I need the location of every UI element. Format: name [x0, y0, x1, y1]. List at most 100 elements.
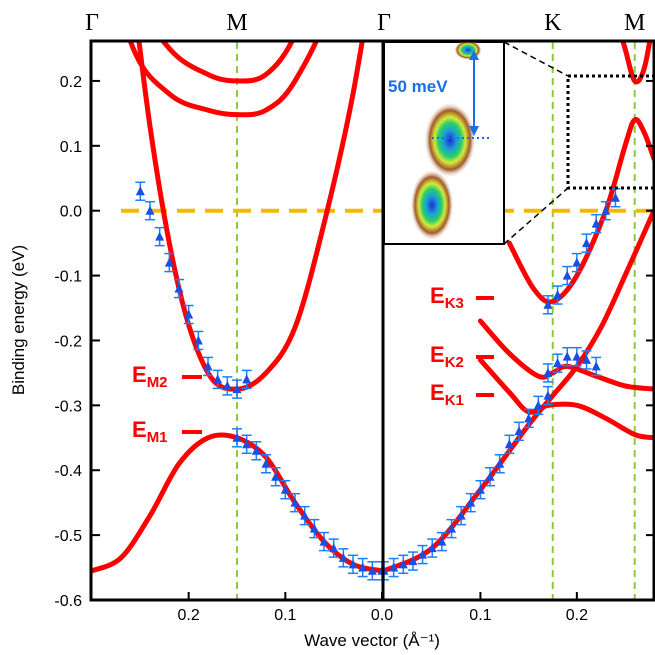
data-point: [456, 510, 466, 520]
data-point: [485, 471, 495, 481]
data-point: [329, 543, 339, 553]
data-point: [251, 445, 261, 455]
x-axis-ticks: 0.2 0.1 0.0 0.1 0.2: [178, 592, 588, 624]
band-curve-2: [160, 42, 295, 84]
band-curve-5: [477, 318, 654, 392]
data-point: [261, 458, 271, 468]
data-point: [271, 471, 281, 481]
x-tick-label: 0.0: [371, 607, 393, 624]
data-point: [377, 565, 382, 575]
y-tick-label: 0.0: [60, 204, 82, 221]
data-point: [591, 218, 601, 228]
data-point: [384, 565, 389, 575]
data-point: [389, 562, 399, 572]
plot-frame: [89, 39, 655, 602]
data-point: [601, 205, 611, 215]
data-point: [447, 523, 456, 533]
data-point: [232, 432, 242, 442]
band-curve-0: [136, 42, 365, 392]
data-point: [543, 390, 553, 400]
inset-arrow-head-down: [469, 126, 479, 136]
data-point: [232, 384, 242, 394]
band-label-m2: EM2: [132, 362, 168, 391]
data-point: [514, 426, 524, 436]
data-point: [338, 552, 348, 562]
y-tick-label: -0.4: [54, 463, 82, 480]
data-point: [184, 309, 194, 319]
data-point: [222, 380, 232, 390]
data-point: [290, 497, 300, 507]
symmetry-label-1: M: [226, 10, 247, 36]
data-point: [348, 559, 358, 569]
data-point: [572, 351, 582, 361]
data-point: [524, 413, 534, 423]
data-point: [309, 523, 319, 533]
data-point: [280, 484, 290, 494]
data-point: [203, 361, 213, 371]
data-point: [427, 543, 437, 553]
y-tick-label: 0.2: [60, 74, 82, 91]
data-point: [155, 231, 165, 241]
data-point: [495, 458, 505, 468]
x-tick-label: 0.2: [178, 607, 200, 624]
data-point: [164, 257, 174, 267]
data-point: [591, 361, 601, 371]
symmetry-label-0: Γ: [85, 10, 99, 36]
data-point: [367, 565, 377, 575]
data-point: [358, 562, 368, 572]
x-tick-label: 0.1: [469, 607, 491, 624]
data-point: [437, 536, 447, 546]
data-point: [418, 549, 428, 559]
data-point: [300, 510, 310, 520]
data-point: [174, 283, 184, 293]
data-point: [553, 358, 563, 368]
data-point: [398, 559, 408, 569]
band-label-k3: EK3: [430, 283, 464, 312]
y-tick-label: -0.3: [54, 398, 82, 415]
y-axis-title: Binding energy (eV): [9, 245, 28, 395]
band-curve-6: [477, 357, 654, 441]
data-point: [572, 257, 582, 267]
data-point: [533, 400, 543, 410]
y-tick-label: 0.1: [60, 139, 82, 156]
zoom-box: [566, 74, 655, 190]
y-tick-label: -0.1: [54, 269, 82, 286]
x-tick-label: 0.2: [566, 607, 588, 624]
data-point: [504, 439, 514, 449]
zoom-connector-top: [503, 41, 569, 77]
data-point: [145, 205, 155, 215]
data-point: [408, 556, 418, 566]
symmetry-label-3: K: [544, 10, 562, 36]
data-point: [242, 374, 252, 384]
y-tick-label: -0.6: [54, 593, 82, 610]
y-tick-label: -0.2: [54, 333, 82, 350]
x-tick-label: 0.1: [274, 607, 296, 624]
zoom-connector-bottom: [503, 187, 569, 245]
data-point: [242, 439, 252, 449]
data-point: [466, 497, 476, 507]
data-point: [553, 290, 563, 300]
data-point: [582, 238, 591, 248]
y-axis-ticks: 0.2 0.1 0.0 -0.1 -0.2 -0.3 -0.4 -0.5 -0.6: [54, 74, 654, 610]
data-point: [475, 484, 485, 494]
y-tick-label: -0.5: [54, 528, 82, 545]
data-point: [135, 186, 145, 196]
data-point: [582, 354, 591, 364]
inset-panel: 50 meV: [383, 40, 655, 245]
left-panel: [92, 42, 382, 600]
data-point: [543, 299, 553, 309]
inset-annotation: 50 meV: [388, 77, 448, 96]
inset-intensity-map: [410, 40, 482, 241]
data-point: [193, 335, 203, 345]
band-curve-8: [620, 42, 653, 85]
data-point: [213, 374, 223, 384]
data-point: [610, 192, 620, 202]
data-point: [562, 270, 572, 280]
x-axis-title: Wave vector (Å⁻¹): [304, 631, 440, 650]
band-label-m1: EM1: [132, 417, 168, 446]
data-point: [543, 367, 553, 377]
band-label-k2: EK2: [430, 342, 464, 371]
symmetry-label-4: M: [624, 10, 645, 36]
